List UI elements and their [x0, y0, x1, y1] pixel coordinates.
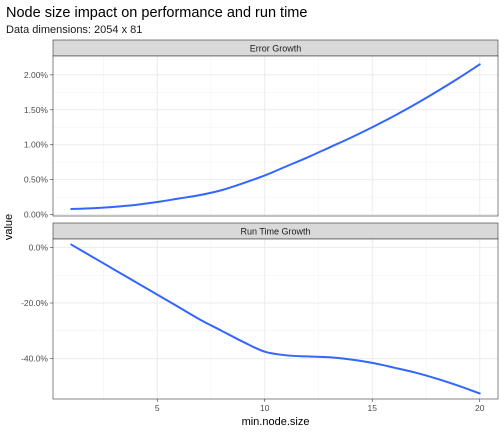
panel-bg-run-time-growth: [53, 239, 498, 399]
line-layer-run-time-growth: [70, 243, 481, 395]
strip-label-run-time-growth: Run Time Growth: [240, 227, 310, 237]
x-tick-label: 5: [155, 403, 160, 413]
x-axis: 5 10 15 20: [155, 399, 485, 413]
chart-subtitle: Data dimensions: 2054 x 81: [6, 24, 142, 36]
y-tick-label: 0.50%: [24, 175, 49, 185]
grid-error-growth: [53, 56, 498, 216]
x-tick-label: 20: [475, 403, 485, 413]
y-tick-label: -40.0%: [21, 354, 48, 364]
grid-run-time-growth: [53, 239, 498, 399]
y-tick-label: 2.00%: [24, 70, 49, 80]
y-ticks-error-growth: 0.00% 0.50% 1.00% 1.50% 2.00%: [24, 70, 53, 220]
panel-run-time-growth: Run Time Growth 0.0% -20.0% -40.0%: [21, 222, 499, 400]
panel-error-growth: Error Growth 0.00% 0.50% 1.00% 1.50% 2.00%: [24, 39, 499, 220]
y-tick-label: 0.00%: [24, 210, 49, 220]
y-tick-label: 1.50%: [24, 105, 49, 115]
series-line-run-time-growth: [70, 243, 481, 395]
y-tick-label: -20.0%: [21, 298, 48, 308]
y-ticks-run-time-growth: 0.0% -20.0% -40.0%: [21, 242, 53, 364]
y-tick-label: 0.0%: [29, 242, 49, 252]
y-tick-label: 1.00%: [24, 140, 49, 150]
x-axis-title: min.node.size: [242, 416, 310, 428]
panel-border-run-time-growth: [52, 238, 499, 400]
strip-label-error-growth: Error Growth: [250, 44, 302, 54]
x-tick-label: 15: [368, 403, 378, 413]
y-axis-title: value: [3, 214, 15, 240]
line-layer-error-growth: [70, 63, 481, 211]
x-tick-label: 10: [260, 403, 270, 413]
series-line-error-growth: [70, 63, 481, 211]
panel-bg-error-growth: [53, 56, 498, 216]
panel-border-error-growth: [52, 55, 499, 217]
chart-title: Node size impact on performance and run …: [6, 5, 307, 21]
